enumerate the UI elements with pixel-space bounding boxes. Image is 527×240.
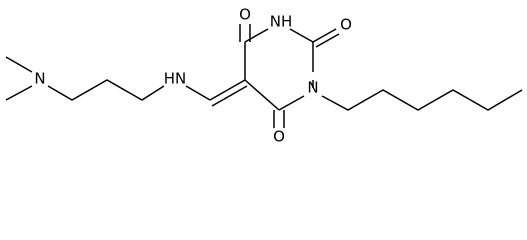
atom-label: O [340,16,352,34]
bonds [5,24,523,128]
atom-label: N [307,79,318,97]
atom-label: NH [270,13,293,31]
atom-label: O [273,128,285,146]
atom-label: N [34,70,45,88]
atom-label: HN [164,70,187,88]
structure: N HN O NH O N O [5,6,523,146]
atom-label: O [239,6,251,24]
